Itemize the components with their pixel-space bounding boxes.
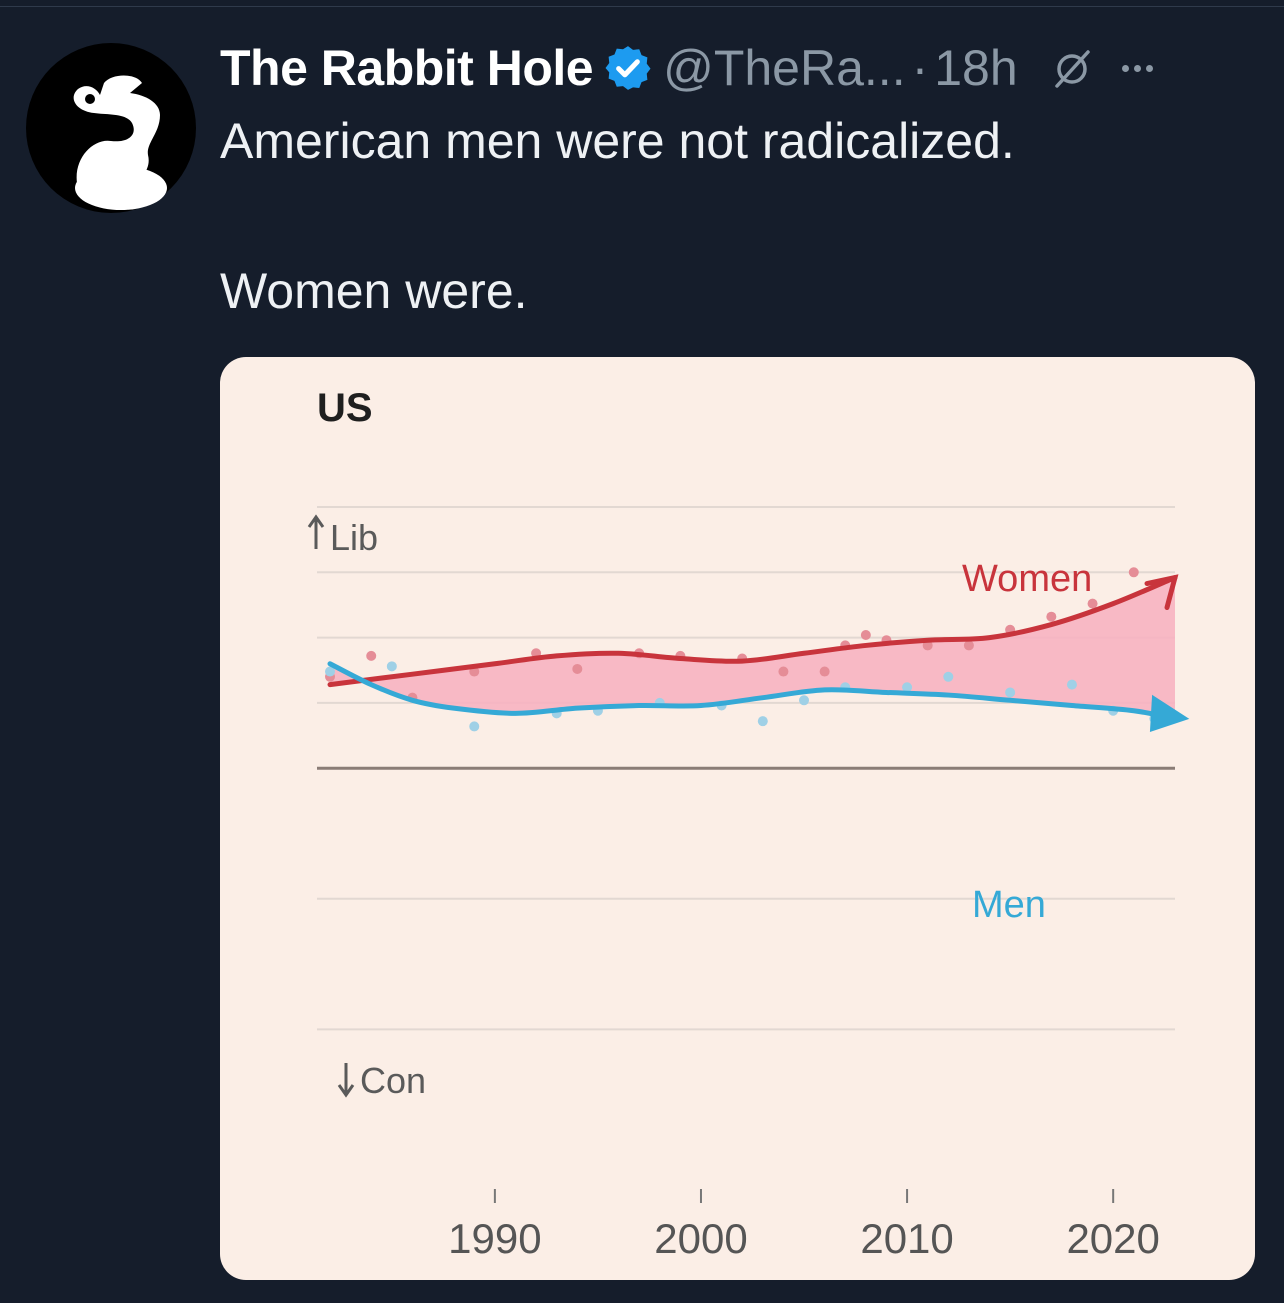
tweet-text-line-2: Women were. xyxy=(220,263,528,319)
women-scatter-point xyxy=(1087,598,1098,609)
down-arrow-icon xyxy=(337,1063,355,1098)
axis-label-con: Con xyxy=(360,1060,426,1101)
women-scatter-point xyxy=(572,663,583,674)
women-scatter-point xyxy=(366,650,377,661)
chart-title: US xyxy=(317,386,373,430)
verified-badge-icon[interactable] xyxy=(603,43,653,93)
up-arrow-icon xyxy=(307,514,325,549)
men-scatter-point xyxy=(943,671,954,682)
author-name[interactable]: The Rabbit Hole xyxy=(220,40,594,96)
men-arrowhead-icon xyxy=(1149,694,1190,732)
men-line xyxy=(327,661,1178,722)
separator-dot: · xyxy=(911,40,929,96)
gap-fill-area xyxy=(330,577,1175,719)
x-tick-label: 1990 xyxy=(448,1215,541,1262)
men-scatter-point xyxy=(799,695,810,706)
author-handle[interactable]: @TheRa... xyxy=(663,40,906,96)
women-scatter-point xyxy=(922,640,933,651)
women-scatter-point xyxy=(860,629,871,640)
men-scatter-point xyxy=(1005,687,1016,698)
men-series-label: Men xyxy=(972,884,1046,926)
women-scatter-point xyxy=(819,666,830,677)
women-scatter-point xyxy=(1128,567,1139,578)
timestamp[interactable]: 18h xyxy=(934,40,1018,96)
chart-image-card[interactable]: US Lib Con Women Men 1990 2000 2010 2020 xyxy=(220,357,1255,1280)
women-series-label: Women xyxy=(962,558,1092,600)
women-arrowhead-icon xyxy=(1144,574,1179,611)
more-icon[interactable] xyxy=(1121,44,1153,92)
axis-label-lib: Lib xyxy=(330,517,378,558)
x-tick-label: 2010 xyxy=(860,1215,953,1262)
women-scatter-point xyxy=(778,666,789,677)
women-line xyxy=(327,575,1178,688)
men-scatter-point xyxy=(386,661,397,672)
rabbit-logo-icon xyxy=(73,75,167,210)
tweet-text-line-1: American men were not radicalized. xyxy=(220,113,1015,169)
tweet-header: The Rabbit Hole @TheRa... · 18h xyxy=(220,36,1153,100)
men-scatter-point xyxy=(902,682,913,693)
x-tick-label: 2020 xyxy=(1066,1215,1159,1262)
top-divider xyxy=(0,6,1284,7)
chart-svg: US Lib Con Women Men 1990 2000 2010 2020 xyxy=(307,386,1190,1262)
men-scatter-point xyxy=(1066,679,1077,690)
men-scatter-point xyxy=(757,716,768,727)
x-tick-label: 2000 xyxy=(654,1215,747,1262)
avatar[interactable] xyxy=(26,43,196,213)
men-scatter-point xyxy=(325,666,335,677)
men-scatter-point xyxy=(469,721,480,732)
women-scatter-point xyxy=(963,640,974,651)
women-scatter-point xyxy=(1046,611,1057,622)
grok-icon[interactable] xyxy=(1048,44,1096,92)
